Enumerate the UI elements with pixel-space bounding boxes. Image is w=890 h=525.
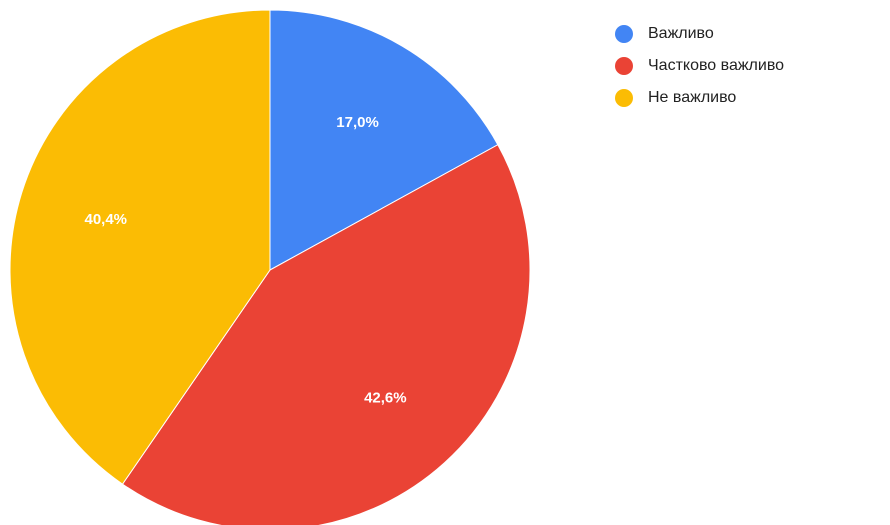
pie-slice-vazhlyvo[interactable] [269, 9, 499, 271]
pie-slice-chastkovo-vazhlyvo[interactable] [121, 144, 531, 525]
legend-swatch [615, 57, 633, 75]
legend-label: Частково важливо [648, 57, 785, 74]
legend-item-chastkovo-vazhlyvo[interactable]: Частково важливо [615, 56, 784, 76]
slice-value-label: 42,6% [364, 390, 407, 407]
pie-chart: 17,0% 42,6% 40,4% [9, 9, 531, 525]
legend-item-ne-vazhlyvo[interactable]: Не важливо [615, 88, 784, 108]
slice-value-label: 17,0% [336, 114, 379, 131]
legend-item-vazhlyvo[interactable]: Важливо [615, 24, 784, 44]
chart-legend: Важливо Частково важливо Не важливо [615, 24, 784, 120]
pie-slice-ne-vazhlyvo[interactable] [9, 9, 271, 485]
legend-swatch [615, 89, 633, 107]
legend-label: Важливо [648, 25, 714, 42]
legend-label: Не важливо [648, 89, 737, 106]
legend-swatch [615, 25, 633, 43]
slice-value-label: 40,4% [84, 211, 127, 228]
